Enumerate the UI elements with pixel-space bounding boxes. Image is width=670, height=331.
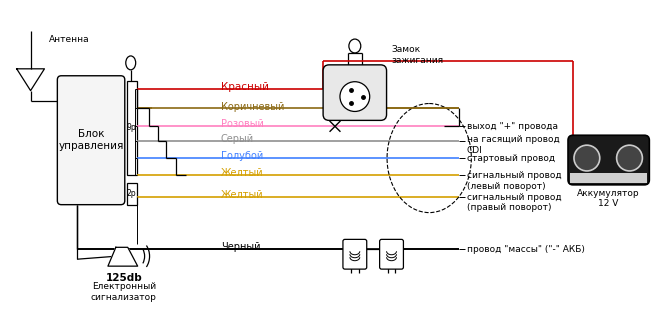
Text: 9р: 9р xyxy=(127,123,137,132)
Text: сигнальный провод
(левый поворот): сигнальный провод (левый поворот) xyxy=(467,171,561,191)
Text: Голубой: Голубой xyxy=(221,151,263,161)
Text: провод "массы" ("-" АКБ): провод "массы" ("-" АКБ) xyxy=(467,245,585,254)
Text: Желтый: Желтый xyxy=(221,190,263,200)
Text: +: + xyxy=(624,151,635,165)
Text: на гасящий провод
CDI: на гасящий провод CDI xyxy=(467,135,559,155)
Text: Красный: Красный xyxy=(221,82,269,92)
Text: сигнальный провод
(правый поворот): сигнальный провод (правый поворот) xyxy=(467,193,561,213)
Text: Черный: Черный xyxy=(221,242,261,252)
FancyBboxPatch shape xyxy=(58,76,125,205)
Polygon shape xyxy=(17,69,44,91)
Polygon shape xyxy=(108,247,137,266)
Text: стартовый провод: стартовый провод xyxy=(467,154,555,163)
Bar xyxy=(570,173,647,183)
Text: Антенна: Антенна xyxy=(48,35,89,44)
Text: 2р: 2р xyxy=(127,189,137,198)
Text: Розовый: Розовый xyxy=(221,119,264,129)
Text: 125db: 125db xyxy=(105,273,142,283)
Text: −: − xyxy=(580,151,593,166)
Text: Блок
управления: Блок управления xyxy=(58,129,124,151)
Circle shape xyxy=(616,145,643,171)
FancyBboxPatch shape xyxy=(380,239,403,269)
Bar xyxy=(127,183,137,205)
Text: Замок
зажигания: Замок зажигания xyxy=(391,45,444,65)
Text: Електронный
сигнализатор: Електронный сигнализатор xyxy=(91,282,157,302)
FancyBboxPatch shape xyxy=(323,65,387,120)
Text: Аккумулятор
12 V: Аккумулятор 12 V xyxy=(578,189,640,209)
FancyBboxPatch shape xyxy=(568,135,649,185)
Bar xyxy=(127,81,137,175)
FancyBboxPatch shape xyxy=(343,239,366,269)
Text: Коричневый: Коричневый xyxy=(221,102,284,112)
Circle shape xyxy=(574,145,600,171)
Text: выход "+" провода: выход "+" провода xyxy=(467,122,558,131)
Text: Желтый: Желтый xyxy=(221,168,263,178)
Text: Серый: Серый xyxy=(221,134,254,144)
Circle shape xyxy=(340,82,370,112)
